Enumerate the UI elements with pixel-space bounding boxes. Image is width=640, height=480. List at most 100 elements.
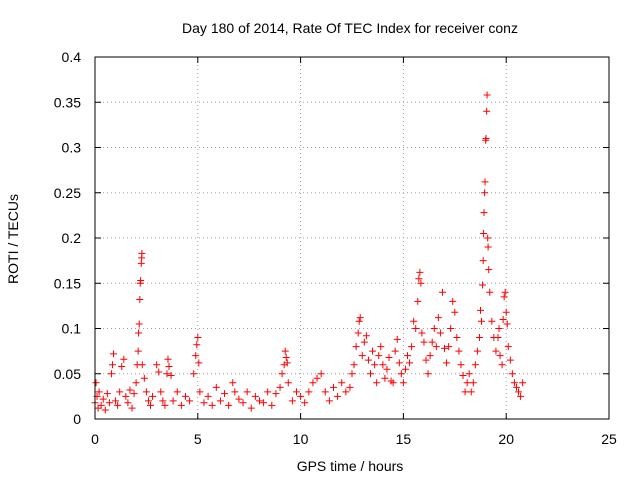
data-point [348, 370, 356, 378]
data-point [192, 352, 200, 360]
data-point [164, 355, 172, 363]
data-point [255, 397, 263, 405]
data-point [114, 401, 122, 409]
y-axis: 0 0.05 0.1 0.15 0.2 0.25 0.3 0.35 0.4 [54, 49, 609, 427]
data-point [480, 209, 488, 217]
y-tick-label: 0.4 [62, 49, 82, 65]
data-point [177, 401, 185, 409]
data-point [282, 353, 290, 361]
data-point [408, 343, 416, 351]
data-point [420, 338, 428, 346]
x-tick-label: 25 [601, 431, 617, 447]
data-point [135, 320, 143, 328]
data-point [338, 379, 346, 387]
data-point [165, 363, 173, 371]
data-point [221, 390, 229, 398]
y-tick-label: 0.2 [62, 230, 82, 246]
data-point [99, 395, 107, 403]
data-point [461, 388, 469, 396]
data-point [126, 386, 134, 394]
data-point [142, 388, 150, 396]
data-point [186, 397, 194, 405]
data-point [321, 388, 329, 396]
y-tick-label: 0.3 [62, 140, 82, 156]
data-point [107, 370, 115, 378]
data-point [479, 257, 487, 265]
data-point [159, 397, 167, 405]
chart-title: Day 180 of 2014, Rate Of TEC Index for r… [182, 20, 518, 36]
data-point [492, 347, 500, 355]
data-point [167, 372, 175, 380]
data-point [369, 347, 377, 355]
data-point [239, 399, 247, 407]
data-point [360, 338, 368, 346]
data-point [190, 370, 198, 378]
data-point [479, 281, 487, 289]
data-point [132, 379, 140, 387]
data-point [147, 401, 155, 409]
data-point [463, 379, 471, 387]
data-point [500, 293, 508, 301]
data-point [504, 343, 512, 351]
y-tick-label: 0.35 [54, 94, 81, 110]
y-tick-label: 0 [73, 411, 81, 427]
data-point [112, 397, 120, 405]
data-point [281, 347, 289, 355]
data-point [393, 335, 401, 343]
data-point [216, 397, 224, 405]
data-point [161, 401, 169, 409]
data-point [449, 297, 457, 305]
data-point [481, 189, 489, 197]
data-point [169, 397, 177, 405]
data-point [506, 356, 514, 364]
data-point [410, 317, 418, 325]
data-point [116, 388, 124, 396]
data-point [229, 379, 237, 387]
data-point [473, 347, 481, 355]
data-point [465, 370, 473, 378]
data-point [350, 361, 358, 369]
data-point [278, 370, 286, 378]
data-point [313, 374, 321, 382]
data-point [404, 352, 412, 360]
data-point [110, 350, 118, 358]
data-point [499, 315, 507, 323]
data-point [445, 343, 453, 351]
data-point [385, 353, 393, 361]
data-point [418, 329, 426, 337]
y-tick-label: 0.25 [54, 185, 81, 201]
data-point [204, 392, 212, 400]
data-point [457, 361, 465, 369]
data-point [469, 379, 477, 387]
data-point [292, 388, 300, 396]
data-point [140, 374, 148, 382]
data-point [371, 361, 379, 369]
data-point [155, 368, 163, 376]
data-point [264, 388, 272, 396]
data-point [355, 317, 363, 325]
x-tick-label: 0 [91, 431, 99, 447]
y-tick-label: 0.1 [62, 321, 82, 337]
data-point [97, 401, 105, 409]
data-point [395, 359, 403, 367]
data-point [430, 325, 438, 332]
data-point [134, 347, 142, 355]
data-point [391, 347, 399, 355]
data-point [512, 383, 520, 391]
data-point [508, 370, 516, 378]
x-tick-label: 20 [498, 431, 514, 447]
data-point [477, 306, 484, 314]
data-point [163, 370, 171, 378]
data-point [130, 390, 138, 398]
data-point [424, 370, 432, 378]
data-point [173, 388, 181, 396]
data-point [367, 370, 375, 378]
grid [95, 57, 609, 419]
data-point [354, 329, 362, 337]
data-point [208, 401, 216, 409]
data-point [358, 352, 366, 360]
data-point [138, 361, 146, 369]
data-point [495, 325, 503, 332]
data-point [375, 352, 383, 360]
